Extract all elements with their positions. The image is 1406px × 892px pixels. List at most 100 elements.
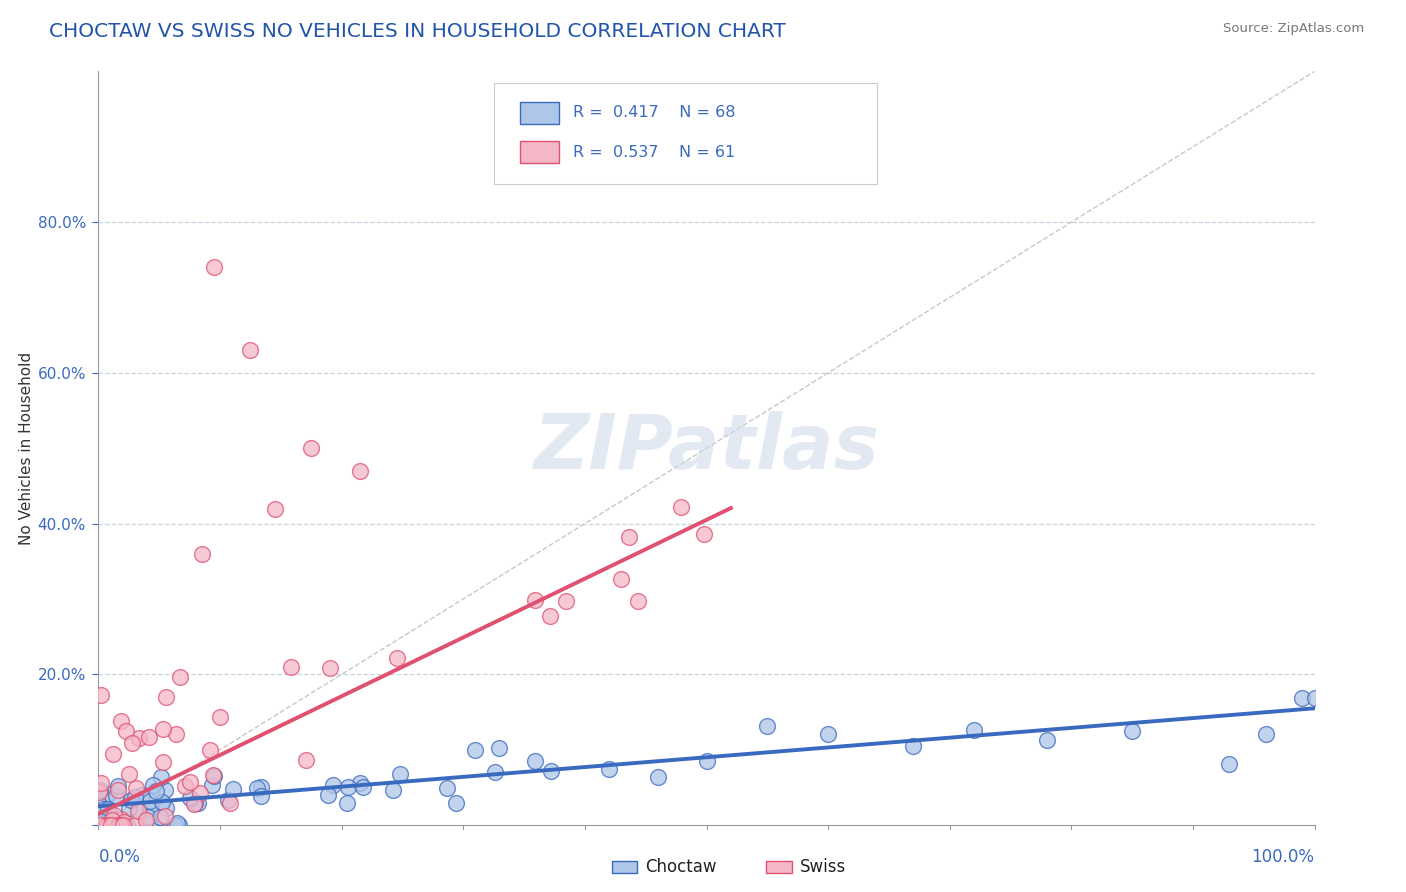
Point — [554, 594, 576, 608]
Text: R =  0.537    N = 61: R = 0.537 N = 61 — [572, 145, 735, 160]
Point — [523, 592, 546, 607]
Point — [191, 547, 214, 561]
Point — [201, 768, 224, 782]
FancyBboxPatch shape — [494, 83, 877, 185]
Point — [118, 801, 141, 815]
Point — [484, 765, 506, 780]
Point — [149, 810, 172, 824]
Point — [101, 814, 124, 828]
Point — [103, 807, 125, 822]
Point — [246, 780, 269, 795]
Point — [165, 727, 187, 741]
Point — [111, 818, 134, 832]
Text: R =  0.417    N = 68: R = 0.417 N = 68 — [572, 105, 735, 120]
Point — [104, 789, 127, 803]
Text: Source: ZipAtlas.com: Source: ZipAtlas.com — [1223, 22, 1364, 36]
Point — [488, 741, 510, 756]
Point — [187, 796, 209, 810]
Point — [385, 650, 408, 665]
Point — [110, 714, 132, 728]
Point — [184, 796, 207, 810]
Point — [903, 739, 925, 754]
Point — [139, 795, 162, 809]
Point — [118, 767, 141, 781]
Point — [96, 802, 118, 816]
Point — [299, 442, 322, 455]
Point — [155, 782, 177, 797]
Point — [115, 818, 138, 832]
Point — [150, 770, 173, 784]
Point — [219, 796, 242, 810]
Point — [388, 766, 411, 780]
Point — [239, 343, 262, 358]
Point — [318, 789, 340, 803]
Point — [128, 803, 150, 817]
Point — [464, 742, 486, 756]
Point — [96, 818, 118, 832]
Point — [817, 727, 839, 741]
Point — [1303, 691, 1326, 706]
Point — [107, 780, 129, 794]
Point — [152, 723, 174, 737]
Point — [153, 808, 176, 822]
Point — [183, 797, 205, 811]
Point — [152, 755, 174, 769]
Point — [90, 776, 112, 790]
Point — [250, 789, 273, 804]
Point — [280, 660, 302, 674]
Point — [101, 747, 124, 761]
Point — [124, 790, 146, 805]
Text: Swiss: Swiss — [800, 858, 846, 876]
Point — [98, 807, 121, 822]
Point — [89, 782, 111, 797]
Point — [295, 753, 318, 767]
Bar — [520, 102, 560, 124]
Point — [166, 816, 188, 830]
Point — [349, 464, 371, 478]
Point — [202, 260, 225, 275]
Point — [693, 526, 716, 541]
Point — [173, 779, 195, 793]
Point — [336, 780, 359, 795]
Point — [263, 501, 285, 516]
Point — [524, 754, 547, 768]
Point — [1121, 723, 1143, 738]
Bar — [520, 141, 560, 163]
Point — [120, 793, 142, 807]
Point — [94, 818, 117, 832]
Point — [647, 770, 669, 784]
Point — [336, 796, 359, 810]
Point — [128, 731, 150, 745]
Point — [382, 783, 405, 797]
Point — [87, 785, 110, 799]
Point — [124, 818, 146, 832]
Point — [963, 723, 986, 737]
Point — [163, 818, 186, 832]
Point — [179, 774, 201, 789]
Point — [696, 754, 718, 768]
Point — [97, 818, 120, 832]
Point — [201, 778, 224, 792]
Point — [90, 688, 112, 702]
Point — [1291, 691, 1313, 706]
Point — [139, 818, 162, 832]
Point — [93, 802, 115, 816]
Point — [538, 609, 561, 624]
Point — [540, 764, 562, 779]
Point — [198, 743, 221, 757]
Point — [619, 530, 641, 544]
Point — [131, 788, 153, 802]
Point — [1036, 733, 1059, 747]
Point — [217, 793, 239, 807]
Text: 100.0%: 100.0% — [1251, 847, 1315, 866]
Point — [610, 572, 633, 586]
Point — [112, 815, 135, 830]
Point — [94, 818, 117, 832]
Point — [1218, 756, 1240, 771]
Point — [167, 818, 190, 832]
Point — [139, 802, 162, 816]
Point — [436, 780, 458, 795]
Point — [110, 818, 132, 832]
Text: ZIPatlas: ZIPatlas — [533, 411, 880, 485]
Point — [222, 782, 245, 797]
